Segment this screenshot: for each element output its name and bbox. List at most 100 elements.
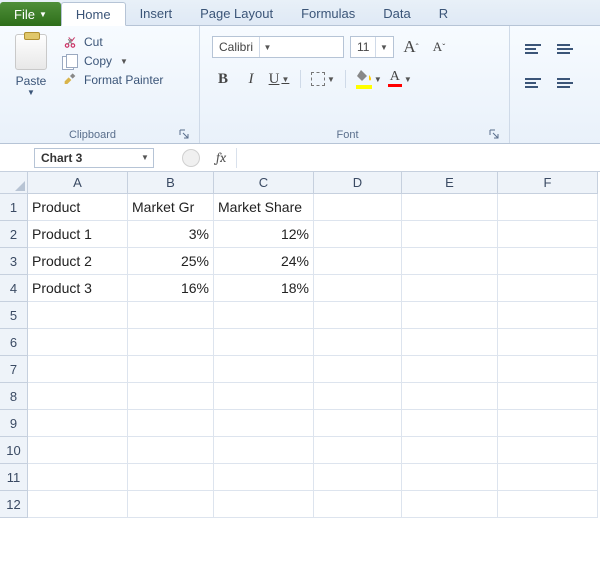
italic-button[interactable]: I	[240, 68, 262, 90]
cell-B9[interactable]	[128, 410, 214, 437]
cell-D1[interactable]	[314, 194, 402, 221]
row-header-12[interactable]: 12	[0, 491, 28, 518]
row-header-4[interactable]: 4	[0, 275, 28, 302]
cell-A8[interactable]	[28, 383, 128, 410]
tab-home[interactable]: Home	[61, 2, 126, 26]
cell-F1[interactable]	[498, 194, 598, 221]
row-header-11[interactable]: 11	[0, 464, 28, 491]
cell-C8[interactable]	[214, 383, 314, 410]
cell-A2[interactable]: Product 1	[28, 221, 128, 248]
column-header-B[interactable]: B	[128, 172, 214, 194]
fx-icon[interactable]: fx	[206, 149, 236, 166]
column-header-D[interactable]: D	[314, 172, 402, 194]
cell-C12[interactable]	[214, 491, 314, 518]
column-header-A[interactable]: A	[28, 172, 128, 194]
cell-E1[interactable]	[402, 194, 498, 221]
cell-E3[interactable]	[402, 248, 498, 275]
cell-C5[interactable]	[214, 302, 314, 329]
column-header-F[interactable]: F	[498, 172, 598, 194]
cell-A11[interactable]	[28, 464, 128, 491]
cell-B12[interactable]	[128, 491, 214, 518]
cell-B10[interactable]	[128, 437, 214, 464]
cut-button[interactable]: Cut	[62, 34, 163, 50]
cell-F8[interactable]	[498, 383, 598, 410]
cell-E2[interactable]	[402, 221, 498, 248]
cell-F10[interactable]	[498, 437, 598, 464]
cell-E8[interactable]	[402, 383, 498, 410]
align-middle-button[interactable]	[554, 38, 576, 60]
cell-C1[interactable]: Market Share	[214, 194, 314, 221]
cell-D5[interactable]	[314, 302, 402, 329]
cell-B7[interactable]	[128, 356, 214, 383]
cell-A6[interactable]	[28, 329, 128, 356]
cell-E7[interactable]	[402, 356, 498, 383]
borders-button[interactable]: ▼	[311, 68, 335, 90]
cell-C6[interactable]	[214, 329, 314, 356]
cell-F5[interactable]	[498, 302, 598, 329]
cell-D11[interactable]	[314, 464, 402, 491]
cell-F4[interactable]	[498, 275, 598, 302]
cell-C3[interactable]: 24%	[214, 248, 314, 275]
cell-D10[interactable]	[314, 437, 402, 464]
cell-C11[interactable]	[214, 464, 314, 491]
cell-D7[interactable]	[314, 356, 402, 383]
paste-button[interactable]: Paste ▼	[8, 30, 54, 127]
format-painter-button[interactable]: Format Painter	[62, 72, 163, 88]
row-header-3[interactable]: 3	[0, 248, 28, 275]
cell-B2[interactable]: 3%	[128, 221, 214, 248]
cell-F3[interactable]	[498, 248, 598, 275]
bold-button[interactable]: B	[212, 68, 234, 90]
row-header-7[interactable]: 7	[0, 356, 28, 383]
cell-E11[interactable]	[402, 464, 498, 491]
clipboard-dialog-launcher[interactable]	[177, 127, 191, 141]
row-header-9[interactable]: 9	[0, 410, 28, 437]
font-color-button[interactable]: A ▼	[388, 68, 412, 90]
cell-C10[interactable]	[214, 437, 314, 464]
row-header-8[interactable]: 8	[0, 383, 28, 410]
cell-F12[interactable]	[498, 491, 598, 518]
grow-font-button[interactable]: Aˆ	[400, 36, 422, 58]
cell-B4[interactable]: 16%	[128, 275, 214, 302]
align-center-button[interactable]	[554, 72, 576, 94]
cell-D4[interactable]	[314, 275, 402, 302]
cell-B11[interactable]	[128, 464, 214, 491]
cell-D3[interactable]	[314, 248, 402, 275]
cell-F2[interactable]	[498, 221, 598, 248]
cell-F6[interactable]	[498, 329, 598, 356]
row-header-6[interactable]: 6	[0, 329, 28, 356]
cancel-formula-button[interactable]	[182, 149, 200, 167]
row-header-10[interactable]: 10	[0, 437, 28, 464]
cell-A4[interactable]: Product 3	[28, 275, 128, 302]
cell-E4[interactable]	[402, 275, 498, 302]
cell-B8[interactable]	[128, 383, 214, 410]
tab-formulas[interactable]: Formulas	[287, 1, 369, 25]
cell-E9[interactable]	[402, 410, 498, 437]
align-left-button[interactable]	[522, 72, 544, 94]
font-size-combo[interactable]: 11 ▼	[350, 36, 394, 58]
cell-B6[interactable]	[128, 329, 214, 356]
cell-C4[interactable]: 18%	[214, 275, 314, 302]
cell-C9[interactable]	[214, 410, 314, 437]
cell-A9[interactable]	[28, 410, 128, 437]
font-dialog-launcher[interactable]	[487, 127, 501, 141]
cell-F9[interactable]	[498, 410, 598, 437]
row-header-1[interactable]: 1	[0, 194, 28, 221]
cell-C7[interactable]	[214, 356, 314, 383]
underline-button[interactable]: U▼	[268, 68, 290, 90]
cell-E10[interactable]	[402, 437, 498, 464]
cell-D6[interactable]	[314, 329, 402, 356]
cell-F7[interactable]	[498, 356, 598, 383]
select-all-corner[interactable]	[0, 172, 28, 194]
cell-A1[interactable]: Product	[28, 194, 128, 221]
cell-D12[interactable]	[314, 491, 402, 518]
cell-A10[interactable]	[28, 437, 128, 464]
cell-A5[interactable]	[28, 302, 128, 329]
column-header-E[interactable]: E	[402, 172, 498, 194]
align-top-button[interactable]	[522, 38, 544, 60]
cell-E6[interactable]	[402, 329, 498, 356]
cell-E5[interactable]	[402, 302, 498, 329]
cell-A3[interactable]: Product 2	[28, 248, 128, 275]
cell-E12[interactable]	[402, 491, 498, 518]
cell-A12[interactable]	[28, 491, 128, 518]
shrink-font-button[interactable]: Aˇ	[428, 36, 450, 58]
